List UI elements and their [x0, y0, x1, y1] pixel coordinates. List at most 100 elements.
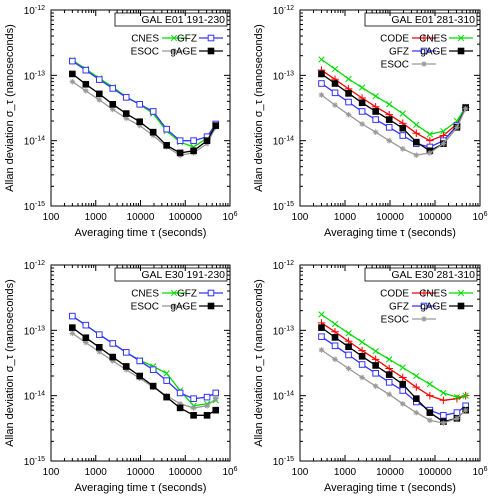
data-point	[412, 138, 420, 146]
data-point	[399, 132, 407, 139]
data-point	[203, 412, 211, 419]
x-tick-label: 10000	[127, 212, 155, 223]
data-point	[345, 330, 352, 337]
x-axis-label: Averaging time τ (seconds)	[75, 482, 207, 494]
x-tick-label: 10000	[127, 467, 155, 478]
series-line	[321, 327, 467, 423]
data-point	[190, 395, 197, 402]
y-axis-label: Allan deviation σ_τ (nanoseconds)	[4, 24, 16, 192]
data-point	[372, 369, 379, 377]
y-tick-label: 10-14	[273, 136, 294, 148]
legend-marker	[421, 61, 427, 67]
series-gage	[69, 324, 220, 419]
x-tick-label: 100000	[418, 467, 452, 478]
data-point	[399, 364, 406, 371]
chart-title: GAL E30 191-230	[141, 269, 225, 281]
data-point	[82, 80, 90, 88]
x-tick-label: 1000	[85, 467, 108, 478]
legend: GAL E01 191-230 CNES GFZ ESOC gAGE	[114, 12, 228, 58]
data-point	[204, 402, 210, 409]
data-point	[109, 106, 116, 113]
x-axis-label: Averaging time τ (seconds)	[75, 227, 207, 239]
data-point	[163, 141, 170, 149]
data-point	[163, 377, 170, 384]
data-point	[109, 85, 117, 92]
data-point	[398, 373, 407, 382]
data-point	[163, 393, 170, 401]
data-point	[95, 90, 103, 98]
data-point	[69, 324, 76, 331]
x-tick-label: 10000	[376, 467, 404, 478]
chart-panel-2: 100 1000 10000 100000 10610-1510-1410-1310-1…	[253, 5, 488, 239]
data-point	[413, 372, 420, 380]
x-tick-label: 100000	[169, 467, 203, 478]
series-esoc	[318, 92, 469, 158]
data-point	[318, 347, 325, 353]
data-point	[190, 137, 197, 144]
data-point	[426, 409, 434, 416]
y-axis-label: Allan deviation σ_τ (nanoseconds)	[253, 279, 265, 447]
data-point	[462, 407, 469, 413]
x-tick-label: 100	[43, 467, 60, 478]
data-point	[136, 118, 144, 126]
legend-label: CNES	[419, 289, 447, 300]
legend-label: gAGE	[170, 47, 197, 58]
data-point	[190, 147, 197, 155]
series-line	[72, 81, 217, 156]
data-point	[82, 66, 90, 74]
data-point	[212, 122, 220, 129]
legend-label: CNES	[419, 34, 447, 45]
legend-marker	[207, 34, 215, 42]
data-point	[69, 78, 76, 85]
y-tick-label: 10-14	[24, 136, 45, 148]
series-esoc	[318, 347, 469, 426]
data-point	[109, 340, 117, 347]
data-point	[385, 116, 393, 123]
legend-marker	[420, 302, 428, 310]
data-point	[82, 321, 90, 329]
data-point	[331, 334, 339, 341]
data-point	[386, 101, 393, 108]
legend-label: gAGE	[420, 302, 447, 313]
data-point	[149, 108, 157, 115]
data-point	[440, 412, 447, 419]
data-point	[372, 383, 379, 389]
data-point	[426, 131, 433, 138]
data-point	[358, 338, 366, 346]
data-point	[69, 70, 76, 78]
series-gfz	[69, 312, 220, 402]
data-point	[385, 364, 394, 373]
data-point	[358, 353, 366, 360]
data-point	[136, 357, 144, 365]
data-point	[440, 140, 447, 147]
data-point	[412, 383, 421, 391]
data-point	[358, 84, 366, 91]
series-line	[72, 59, 217, 148]
data-point	[109, 101, 117, 108]
data-point	[332, 356, 338, 363]
data-point	[386, 356, 393, 363]
series-cnes	[318, 311, 469, 401]
series-gage	[318, 324, 469, 425]
data-point	[69, 312, 76, 320]
data-point	[331, 65, 339, 73]
data-point	[177, 401, 183, 407]
legend-label: GFZ	[389, 302, 409, 313]
data-point	[439, 396, 448, 405]
data-point	[109, 353, 117, 361]
data-point	[318, 333, 325, 340]
x-axis-label: Averaging time τ (seconds)	[324, 482, 456, 494]
data-point	[122, 110, 130, 117]
data-point	[176, 404, 184, 412]
x-tick-label: 1000	[334, 212, 357, 223]
data-point	[440, 420, 447, 426]
legend-marker	[170, 289, 178, 297]
series-code	[317, 319, 470, 405]
legend-label: CNES	[131, 34, 159, 45]
data-point	[385, 379, 393, 386]
series-line	[72, 315, 216, 400]
data-point	[96, 97, 103, 103]
x-tick-label: 106	[472, 211, 487, 223]
legend-marker	[457, 47, 465, 55]
